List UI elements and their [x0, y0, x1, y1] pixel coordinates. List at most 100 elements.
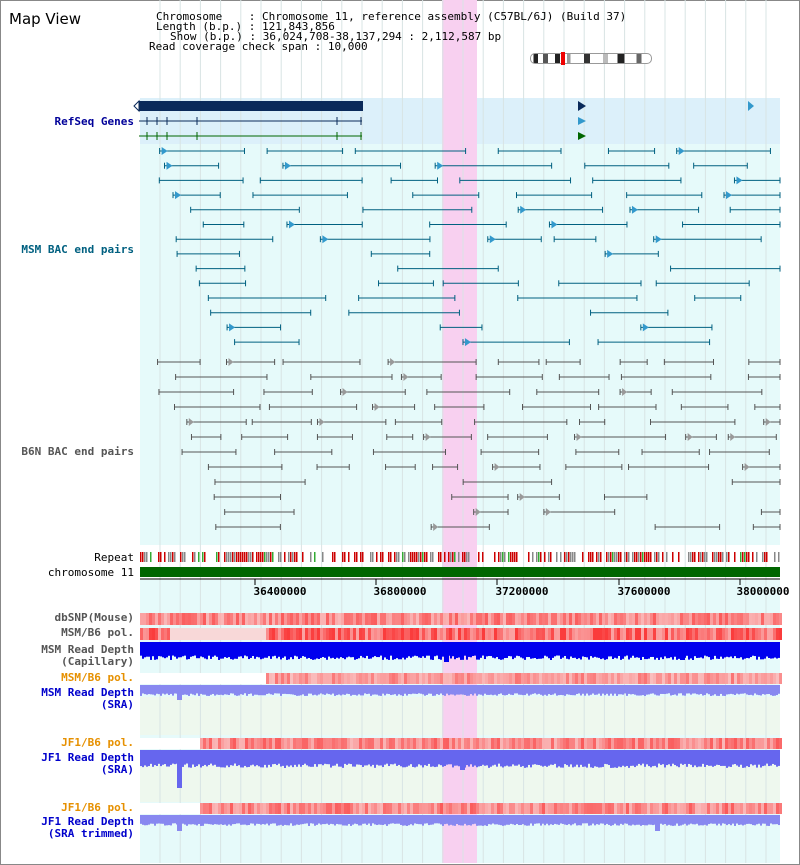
heat-cell	[236, 613, 239, 625]
depth-bar	[382, 815, 384, 826]
heat-cell	[158, 738, 161, 749]
b6n-bac-arrow	[228, 358, 234, 366]
heat-cell	[494, 628, 497, 640]
heat-cell	[236, 803, 239, 814]
heat-cell	[329, 628, 332, 640]
repeat-mark	[430, 552, 432, 562]
heat-cell	[770, 673, 773, 684]
heat-cell	[701, 738, 704, 749]
depth-bar	[516, 815, 518, 824]
depth-bar	[538, 815, 540, 824]
depth-bar	[256, 642, 258, 657]
depth-bar	[296, 750, 298, 767]
heat-cell	[737, 613, 740, 625]
depth-bar	[198, 815, 200, 825]
depth-bar	[520, 685, 522, 695]
depth-bar	[304, 642, 306, 657]
depth-bar	[370, 815, 372, 826]
heat-cell	[758, 613, 761, 625]
track-label-jf1-b6-pol: JF1/B6 pol.	[61, 736, 134, 749]
heat-cell	[428, 673, 431, 684]
depth-bar	[300, 685, 302, 696]
depth-bar	[672, 750, 674, 764]
depth-bar	[758, 815, 760, 824]
depth-bar	[230, 750, 232, 766]
depth-bar	[402, 685, 404, 696]
depth-bar	[370, 685, 372, 696]
heat-cell	[533, 803, 536, 814]
heat-cell	[239, 628, 242, 640]
depth-bar	[204, 685, 206, 695]
msm-bac-arrow	[489, 235, 496, 244]
depth-bar	[194, 642, 196, 656]
depth-bar	[304, 815, 306, 824]
depth-bar	[444, 685, 446, 696]
depth-bar	[538, 750, 540, 766]
msm-bac-arrow	[464, 338, 471, 347]
depth-bar	[392, 685, 394, 695]
heat-cell	[398, 673, 401, 684]
depth-bar	[282, 685, 284, 694]
depth-bar	[296, 815, 298, 825]
heat-cell	[653, 803, 656, 814]
depth-bar	[400, 750, 402, 767]
heat-cell	[434, 673, 437, 684]
heat-cell	[428, 738, 431, 749]
depth-bar	[728, 685, 730, 695]
heat-cell	[167, 738, 170, 749]
heat-cell	[476, 628, 479, 640]
chromosome-ideogram[interactable]	[530, 52, 652, 65]
depth-bar	[700, 642, 702, 658]
heat-cell	[668, 613, 671, 625]
depth-bar	[746, 685, 748, 695]
depth-bar	[450, 685, 452, 695]
depth-bar	[270, 815, 272, 824]
depth-bar	[702, 815, 704, 826]
depth-bar	[352, 815, 354, 825]
depth-bar	[436, 815, 438, 824]
heat-cell	[188, 803, 191, 814]
depth-bar	[486, 685, 488, 695]
heat-cell	[248, 628, 251, 640]
heat-cell	[296, 628, 299, 640]
depth-bar	[412, 815, 414, 826]
heat-cell	[422, 738, 425, 749]
heat-cell	[503, 738, 506, 749]
depth-bar	[212, 685, 214, 694]
heat-cell	[668, 738, 671, 749]
heat-cell	[584, 803, 587, 814]
repeat-mark	[412, 552, 414, 562]
depth-bar	[312, 750, 314, 767]
depth-bar	[570, 642, 572, 657]
heat-cell	[365, 628, 368, 640]
depth-bar	[618, 815, 620, 826]
repeat-mark	[692, 552, 694, 562]
repeat-mark	[226, 552, 228, 562]
depth-bar	[700, 815, 702, 826]
heat-cell	[233, 738, 236, 749]
repeat-mark	[544, 552, 546, 562]
repeat-mark	[410, 552, 412, 562]
heat-cell	[143, 673, 146, 684]
heat-cell	[179, 613, 182, 625]
heat-cell	[287, 613, 290, 625]
depth-bar	[472, 750, 474, 767]
heat-cell	[191, 738, 194, 749]
heat-cell	[626, 673, 629, 684]
depth-bar	[382, 685, 384, 694]
depth-bar	[586, 815, 588, 824]
heat-cell	[626, 738, 629, 749]
heat-cell	[605, 803, 608, 814]
repeat-mark	[778, 552, 780, 562]
heat-cell	[773, 628, 776, 640]
repeat-mark	[144, 552, 146, 562]
heat-cell	[626, 628, 629, 640]
depth-bar	[670, 642, 672, 658]
heat-cell	[338, 803, 341, 814]
heat-cell	[503, 628, 506, 640]
depth-bar	[560, 750, 562, 768]
depth-bar	[272, 815, 274, 824]
heat-cell	[572, 803, 575, 814]
depth-bar	[216, 750, 218, 767]
